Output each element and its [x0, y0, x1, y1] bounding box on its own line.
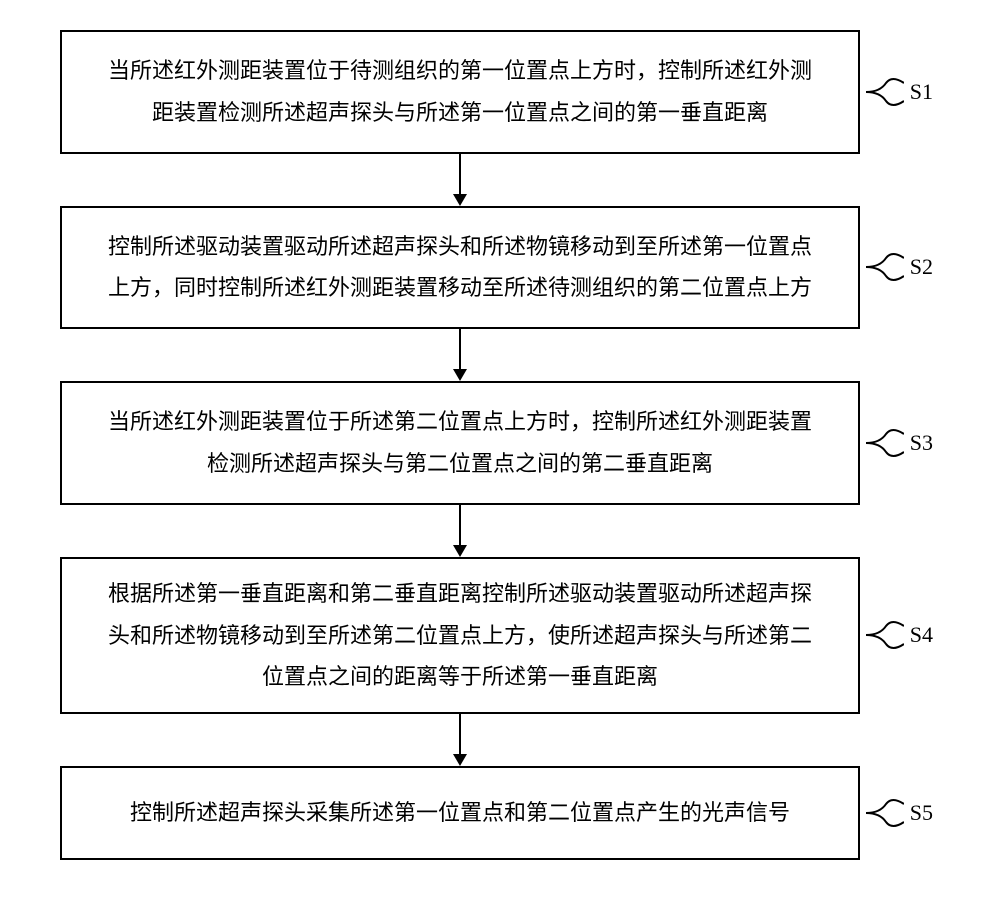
arrow-down-icon — [60, 329, 860, 381]
step-label-s4: S4 — [910, 615, 933, 657]
flow-step-s3: 当所述红外测距装置位于所述第二位置点上方时，控制所述红外测距装置 检测所述超声探… — [60, 381, 860, 505]
step-label-s2: S2 — [910, 246, 933, 288]
arrow-down-icon — [60, 505, 860, 557]
connector-icon — [866, 77, 896, 107]
flow-step-s1-line1: 当所述红外测距装置位于待测组织的第一位置点上方时，控制所述红外测 — [108, 58, 812, 83]
step-label-s5: S5 — [910, 792, 933, 834]
arrow-down-icon — [60, 714, 860, 766]
flow-step-s1-line2: 距装置检测所述超声探头与所述第一位置点之间的第一垂直距离 — [152, 100, 768, 125]
flow-step-s5-line1: 控制所述超声探头采集所述第一位置点和第二位置点产生的光声信号 — [130, 800, 790, 825]
step-label-s3: S3 — [910, 422, 933, 464]
arrow-down-icon — [60, 154, 860, 206]
connector-icon — [866, 252, 896, 282]
flow-step-s2-line2: 上方，同时控制所述红外测距装置移动至所述待测组织的第二位置点上方 — [108, 275, 812, 300]
flow-step-s4-line3: 位置点之间的距离等于所述第一垂直距离 — [262, 664, 658, 689]
connector-icon — [866, 620, 896, 650]
flow-step-s1: 当所述红外测距装置位于待测组织的第一位置点上方时，控制所述红外测 距装置检测所述… — [60, 30, 860, 154]
flow-step-s4: 根据所述第一垂直距离和第二垂直距离控制所述驱动装置驱动所述超声探 头和所述物镜移… — [60, 557, 860, 714]
flow-step-s5: 控制所述超声探头采集所述第一位置点和第二位置点产生的光声信号 S5 — [60, 766, 860, 860]
flow-step-s2: 控制所述驱动装置驱动所述超声探头和所述物镜移动到至所述第一位置点 上方，同时控制… — [60, 206, 860, 330]
flow-step-s4-line2: 头和所述物镜移动到至所述第二位置点上方，使所述超声探头与所述第二 — [108, 623, 812, 648]
connector-icon — [866, 798, 896, 828]
flowchart-container: 当所述红外测距装置位于待测组织的第一位置点上方时，控制所述红外测 距装置检测所述… — [60, 30, 940, 860]
connector-icon — [866, 428, 896, 458]
flow-step-s3-line2: 检测所述超声探头与第二位置点之间的第二垂直距离 — [207, 451, 713, 476]
flow-step-s2-line1: 控制所述驱动装置驱动所述超声探头和所述物镜移动到至所述第一位置点 — [108, 234, 812, 259]
flow-step-s3-line1: 当所述红外测距装置位于所述第二位置点上方时，控制所述红外测距装置 — [108, 409, 812, 434]
flow-step-s4-line1: 根据所述第一垂直距离和第二垂直距离控制所述驱动装置驱动所述超声探 — [108, 581, 812, 606]
step-label-s1: S1 — [910, 71, 933, 113]
